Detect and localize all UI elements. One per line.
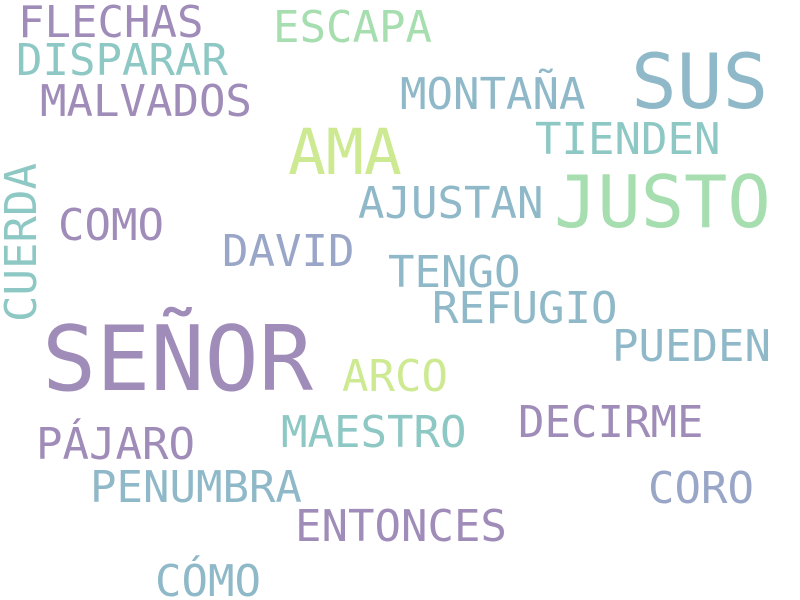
word-como-accented: CÓMO: [155, 556, 261, 600]
word-senor: SEÑOR: [42, 307, 313, 412]
word-montana: MONTAÑA: [400, 69, 586, 120]
word-justo: JUSTO: [554, 160, 771, 244]
word-decirme: DECIRME: [518, 397, 704, 448]
word-david: DAVID: [222, 226, 355, 277]
word-maestro: MAESTRO: [281, 407, 467, 458]
word-escapa: ESCAPA: [273, 2, 432, 53]
word-ajustan: AJUSTAN: [358, 178, 544, 229]
word-penumbra: PENUMBRA: [90, 462, 302, 513]
word-flechas: FLECHAS: [18, 0, 204, 48]
word-tengo: TENGO: [388, 247, 521, 298]
word-entonces: ENTONCES: [295, 501, 507, 552]
word-ama: AMA: [288, 116, 402, 189]
word-como: COMO: [58, 200, 164, 251]
word-arco: ARCO: [342, 351, 448, 402]
word-malvados: MALVADOS: [40, 76, 252, 127]
word-tienden: TIENDEN: [535, 114, 721, 165]
word-pajaro: PÁJARO: [36, 419, 195, 470]
word-sus: SUS: [631, 37, 769, 126]
word-pueden: PUEDEN: [612, 321, 771, 372]
word-disparar: DISPARAR: [16, 35, 228, 86]
word-coro: CORO: [648, 463, 754, 514]
word-refugio: REFUGIO: [432, 283, 618, 334]
word-cuerda: CUERDA: [0, 163, 47, 322]
